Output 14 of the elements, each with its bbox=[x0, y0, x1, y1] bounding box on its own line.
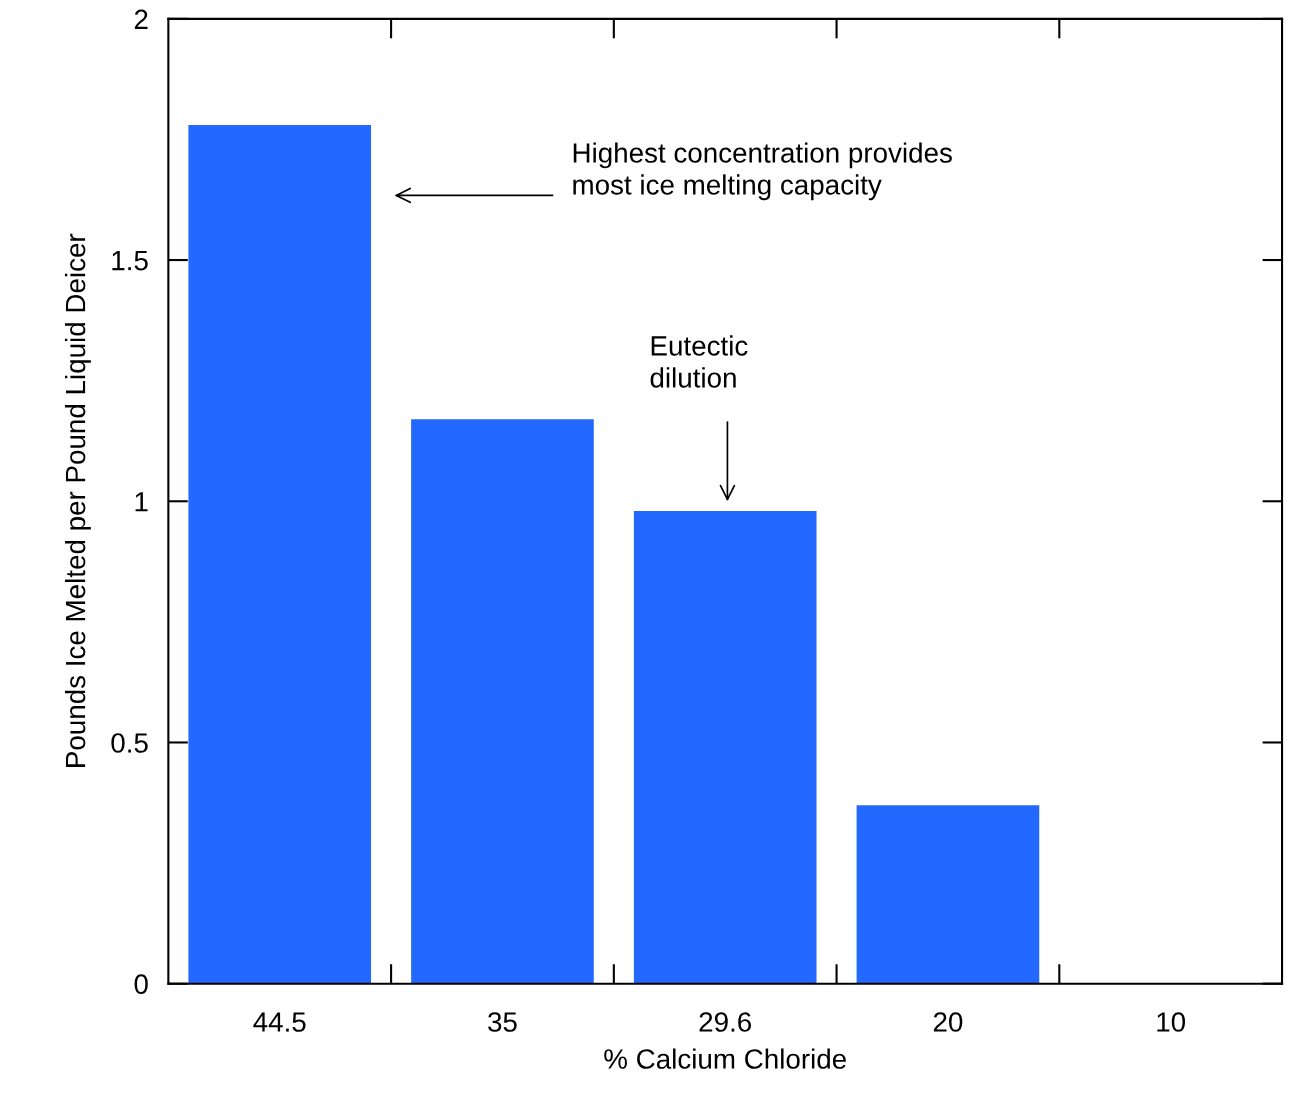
x-axis-title: % Calcium Chloride bbox=[604, 1048, 846, 1069]
y-tick-label: 1 bbox=[135, 492, 148, 512]
annotation: Eutectic dilution bbox=[650, 335, 748, 388]
y-tick-label: 0.5 bbox=[111, 733, 148, 753]
y-tick-label: 1.5 bbox=[112, 251, 148, 271]
x-tick-label: 29.6 bbox=[699, 1012, 752, 1032]
x-tick-label: 20 bbox=[933, 1012, 963, 1032]
x-tick-label: 10 bbox=[1157, 1012, 1186, 1032]
annotation: Highest concentration provides most ice melting capacity bbox=[573, 142, 952, 201]
y-axis-title: Pounds Ice Melted per Pound Liquid Deicer bbox=[64, 233, 91, 767]
x-tick-label: 35 bbox=[488, 1012, 517, 1032]
y-tick-label: 2 bbox=[134, 9, 148, 29]
y-tick-label: 0 bbox=[134, 974, 148, 995]
x-tick-label: 44.5 bbox=[253, 1012, 306, 1032]
